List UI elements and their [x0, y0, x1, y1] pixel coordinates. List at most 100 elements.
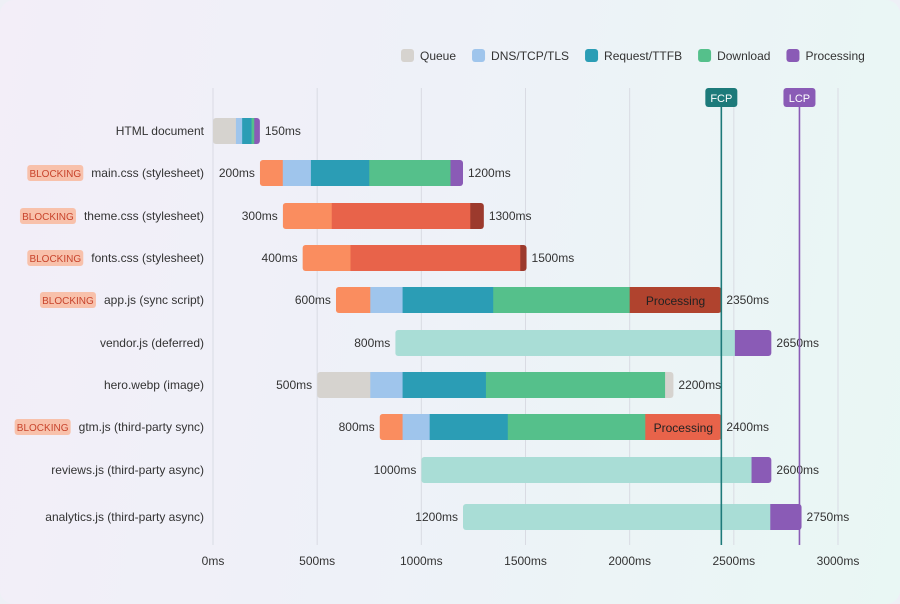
bar-segment	[629, 287, 722, 313]
x-tick-label: 1000ms	[400, 554, 443, 568]
start-label: 200ms	[219, 166, 255, 180]
row-label: gtm.js (third-party sync)	[79, 420, 204, 434]
row-label: theme.css (stylesheet)	[84, 209, 204, 223]
row-label: main.css (stylesheet)	[91, 166, 204, 180]
bar-segment	[485, 372, 666, 398]
bar-segment	[251, 118, 255, 144]
blocking-badge	[39, 292, 96, 308]
row-label: HTML document	[116, 124, 205, 138]
legend-label: Processing	[805, 49, 864, 63]
bar-segment	[259, 160, 284, 186]
bar-segment	[493, 287, 631, 313]
bar-segment	[463, 504, 771, 530]
x-tick-label: 1500ms	[504, 554, 547, 568]
bar-segment	[350, 245, 521, 271]
end-label: 2400ms	[726, 420, 769, 434]
blocking-badge	[27, 250, 84, 266]
row-label: vendor.js (deferred)	[100, 336, 204, 350]
row-label: reviews.js (third-party async)	[51, 463, 204, 477]
bar-segment	[282, 203, 333, 229]
bar-segment	[520, 245, 527, 271]
blocking-badge	[14, 419, 71, 435]
legend-label: Queue	[420, 49, 456, 63]
end-label: 150ms	[265, 124, 301, 138]
start-label: 1200ms	[415, 510, 458, 524]
start-label: 400ms	[262, 251, 298, 265]
row-label: hero.webp (image)	[104, 378, 204, 392]
blocking-badge-label: BLOCKING	[17, 423, 69, 434]
bar-segment	[470, 203, 484, 229]
bar-segment	[402, 287, 494, 313]
bar-segment	[507, 414, 646, 440]
blocking-badge-label: BLOCKING	[29, 169, 81, 180]
bar-segment	[395, 330, 736, 356]
blocking-badge	[19, 208, 76, 224]
bar-segment	[282, 160, 312, 186]
x-tick-label: 3000ms	[817, 554, 860, 568]
bar-segment	[665, 372, 674, 398]
bar-segment	[751, 457, 772, 483]
end-label: 2200ms	[678, 378, 721, 392]
marker-label: FCP	[710, 93, 732, 105]
bar-segment	[402, 414, 431, 440]
blocking-badge-label: BLOCKING	[22, 212, 74, 223]
end-label: 1500ms	[532, 251, 575, 265]
x-tick-label: 2000ms	[608, 554, 651, 568]
bar-segment	[421, 457, 753, 483]
bar-segment	[734, 330, 772, 356]
legend-swatch	[585, 49, 599, 62]
end-label: 1200ms	[468, 166, 511, 180]
blocking-badge-label: BLOCKING	[42, 296, 94, 307]
bar-segment	[242, 118, 253, 144]
bar-segment	[235, 118, 243, 144]
row-label: analytics.js (third-party async)	[45, 510, 204, 524]
bar-segment	[645, 414, 722, 440]
bar-segment	[369, 160, 451, 186]
bar-segment	[402, 372, 487, 398]
bar-segment	[317, 372, 371, 398]
end-label: 1300ms	[489, 209, 532, 223]
blocking-badge-label: BLOCKING	[29, 254, 81, 265]
start-label: 800ms	[339, 420, 375, 434]
bar-segment	[370, 372, 404, 398]
bar-segment	[770, 504, 802, 530]
bar-segment	[213, 118, 237, 144]
row-label: app.js (sync script)	[104, 293, 204, 307]
bar-segment	[379, 414, 404, 440]
legend-label: Request/TTFB	[604, 49, 682, 63]
x-tick-label: 500ms	[299, 554, 335, 568]
end-label: 2600ms	[776, 463, 819, 477]
legend-swatch	[698, 49, 712, 62]
segment-label: Processing	[646, 294, 705, 308]
start-label: 600ms	[295, 293, 331, 307]
legend-label: Download	[717, 49, 770, 63]
legend-swatch	[786, 49, 800, 62]
bar-segment	[254, 118, 260, 144]
start-label: 300ms	[242, 209, 278, 223]
bar-segment	[370, 287, 404, 313]
bar-segment	[429, 414, 509, 440]
bar-segment	[450, 160, 463, 186]
marker-badge	[705, 88, 738, 107]
bar-segment	[331, 203, 471, 229]
bar-segment	[310, 160, 370, 186]
marker-badge	[783, 88, 816, 107]
end-label: 2350ms	[726, 293, 769, 307]
segment-label: Processing	[654, 421, 713, 435]
end-label: 2750ms	[807, 510, 850, 524]
legend-swatch	[401, 49, 414, 62]
legend-swatch	[472, 49, 486, 62]
bar-segment	[302, 245, 351, 271]
blocking-badge	[27, 165, 84, 181]
start-label: 800ms	[354, 336, 390, 350]
marker-label: LCP	[789, 93, 810, 105]
legend-label: DNS/TCP/TLS	[491, 49, 569, 63]
x-tick-label: 0ms	[202, 554, 225, 568]
end-label: 2650ms	[776, 336, 819, 350]
start-label: 500ms	[276, 378, 312, 392]
start-label: 1000ms	[374, 463, 417, 477]
bar-segment	[335, 287, 371, 313]
x-tick-label: 2500ms	[712, 554, 755, 568]
row-label: fonts.css (stylesheet)	[91, 251, 204, 265]
